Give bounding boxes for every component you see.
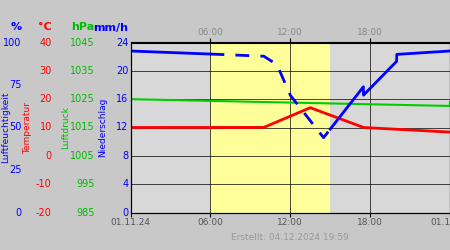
- Text: 40: 40: [40, 38, 52, 48]
- Text: mm/h: mm/h: [93, 22, 128, 32]
- Text: 30: 30: [40, 66, 52, 76]
- Text: 985: 985: [76, 208, 94, 218]
- Text: 1035: 1035: [70, 66, 94, 76]
- Text: 1025: 1025: [70, 94, 94, 104]
- Text: 1045: 1045: [70, 38, 94, 48]
- Text: 24: 24: [116, 38, 128, 48]
- Text: 0: 0: [15, 208, 22, 218]
- Text: 4: 4: [122, 179, 128, 189]
- Text: %: %: [10, 22, 22, 32]
- Text: Erstellt: 04.12.2024 19:59: Erstellt: 04.12.2024 19:59: [231, 234, 349, 242]
- Text: 25: 25: [9, 165, 22, 175]
- Text: 75: 75: [9, 80, 22, 90]
- Text: hPa: hPa: [71, 22, 94, 32]
- Text: 20: 20: [116, 66, 128, 76]
- Text: °C: °C: [38, 22, 52, 32]
- Text: 0: 0: [122, 208, 128, 218]
- Text: Luftdruck: Luftdruck: [61, 106, 70, 149]
- Text: -20: -20: [36, 208, 52, 218]
- Text: 995: 995: [76, 179, 94, 189]
- Text: 8: 8: [122, 151, 128, 161]
- Text: 0: 0: [45, 151, 52, 161]
- Text: 50: 50: [9, 122, 22, 132]
- Text: 12: 12: [116, 122, 128, 132]
- Text: -10: -10: [36, 179, 52, 189]
- Text: 100: 100: [3, 38, 22, 48]
- Text: 1015: 1015: [70, 122, 94, 132]
- Text: 16: 16: [116, 94, 128, 104]
- Text: Temperatur: Temperatur: [23, 102, 32, 154]
- Bar: [211, 42, 330, 212]
- Text: Luftfeuchtigkeit: Luftfeuchtigkeit: [1, 92, 10, 163]
- Text: 10: 10: [40, 122, 52, 132]
- Text: 20: 20: [40, 94, 52, 104]
- Text: Niederschlag: Niederschlag: [98, 98, 107, 157]
- Text: 1005: 1005: [70, 151, 94, 161]
